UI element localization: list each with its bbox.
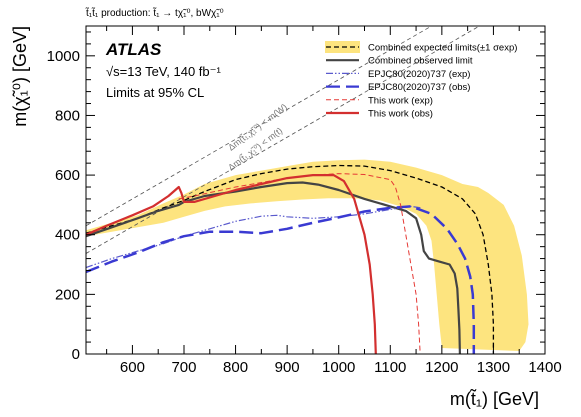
header-process: t̃₁t̃₁ production: t̃₁ → tχ̃₁⁰, bWχ̃₁⁰: [85, 7, 224, 19]
y-tick-label: 0: [72, 346, 80, 363]
x-tick-label: 1000: [322, 359, 355, 376]
x-tick-label: 1200: [425, 359, 458, 376]
series-line-1: [86, 181, 461, 354]
y-tick-label: 600: [55, 167, 80, 184]
legend-label-1: Combined observed limit: [368, 56, 473, 67]
x-tick-label: 900: [275, 359, 300, 376]
plot-frame: [85, 25, 546, 355]
energy-lumi: √s=13 TeV, 140 fb⁻¹: [106, 64, 222, 79]
series-line-5: [86, 174, 377, 354]
legend-label-5: This work (obs): [368, 109, 433, 120]
legend-label-2: EPJC80(2020)737 (exp): [368, 69, 470, 80]
y-tick-labels: 0 200 400 600 800 1000: [47, 48, 80, 363]
series-line-4: [178, 173, 421, 354]
series-line-2: [86, 205, 422, 269]
x-tick-label: 600: [120, 359, 145, 376]
y-tick-label: 400: [55, 227, 80, 244]
legend-label-3: EPJC80(2020)737 (obs): [368, 82, 470, 93]
atlas-label: ATLAS: [105, 40, 162, 59]
legend-label-0: Combined expected limits(±1 σexp): [368, 43, 517, 54]
y-tick-label: 800: [55, 107, 80, 124]
y-tick-label: 1000: [47, 48, 80, 65]
x-tick-label: 1100: [374, 359, 406, 376]
legend: Combined expected limits(±1 σexp) Combine…: [325, 41, 517, 120]
diagonal-top-mass: [86, 26, 481, 254]
series-line-0: [86, 164, 495, 354]
x-tick-label: 700: [171, 359, 196, 376]
y-tick-label: 200: [55, 286, 80, 303]
x-tick-labels: 600 700 800 900 1000 1100 1200 1300 1400: [120, 359, 562, 376]
limit-curves: [86, 164, 495, 354]
x-axis-title: m(t̃₁) [GeV]: [450, 389, 539, 409]
x-tick-label: 800: [223, 359, 248, 376]
limits-note: Limits at 95% CL: [106, 85, 204, 100]
kinematic-diagonals: [86, 26, 481, 254]
series-line-3: [86, 205, 476, 354]
y-axis-title: m(χ̃₁⁰) [GeV]: [10, 26, 30, 127]
x-tick-label: 1400: [528, 359, 561, 376]
legend-label-4: This work (exp): [368, 95, 433, 106]
axis-ticks: [86, 26, 546, 355]
x-tick-label: 1300: [477, 359, 510, 376]
